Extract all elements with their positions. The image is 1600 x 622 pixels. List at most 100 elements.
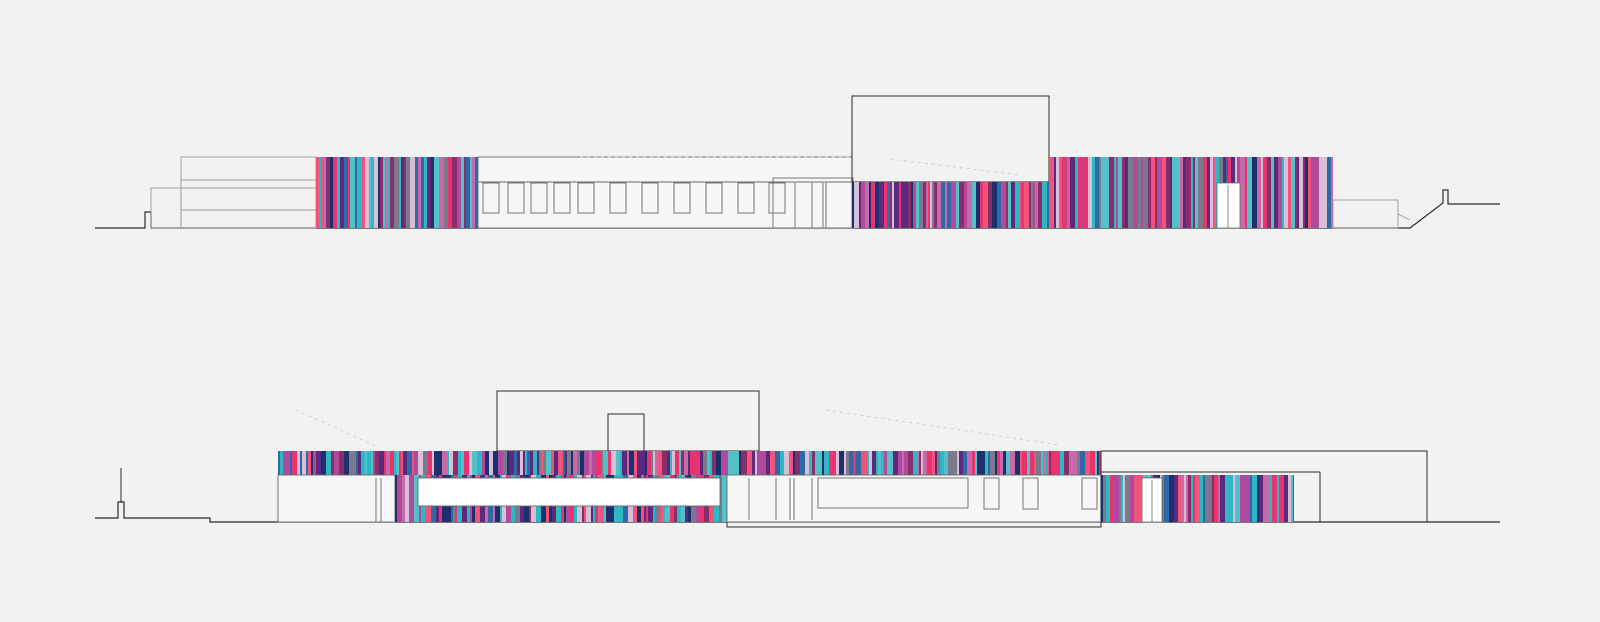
facade-stripe xyxy=(1035,182,1038,228)
facade-stripe xyxy=(1229,475,1231,522)
facade-stripe xyxy=(390,157,394,228)
facade-stripe xyxy=(461,157,464,228)
facade-stripe xyxy=(558,451,563,475)
facade-stripe xyxy=(438,451,442,475)
facade-stripe xyxy=(1101,475,1103,522)
facade-stripe xyxy=(861,451,863,475)
side-door xyxy=(1216,182,1241,229)
facade-stripe xyxy=(690,451,695,475)
facade-stripe xyxy=(418,157,421,228)
facade-stripe xyxy=(1268,475,1270,522)
facade-stripe xyxy=(1034,451,1036,475)
facade-stripe xyxy=(1175,157,1180,228)
facade-stripe xyxy=(1303,157,1305,228)
facade-stripe xyxy=(1157,157,1162,228)
facade-stripe xyxy=(728,451,731,475)
facade-stripe xyxy=(812,451,815,475)
facade-stripe xyxy=(1033,182,1035,228)
facade-stripe xyxy=(719,475,722,522)
facade-stripe xyxy=(1252,475,1257,522)
middle-wing xyxy=(477,156,853,229)
facade-stripe xyxy=(1208,475,1212,522)
facade-stripe xyxy=(1095,451,1097,475)
facade-stripe xyxy=(344,451,347,475)
facade-stripe xyxy=(921,451,923,475)
facade-stripe xyxy=(653,451,655,475)
facade-stripe xyxy=(898,451,902,475)
elevation-upper xyxy=(95,95,1500,229)
facade-stripe xyxy=(313,451,316,475)
facade-stripe xyxy=(1010,451,1015,475)
facade-stripe xyxy=(854,182,859,228)
facade-stripe xyxy=(424,157,427,228)
facade-stripe xyxy=(948,451,950,475)
facade-stripe xyxy=(1045,451,1047,475)
facade-stripe xyxy=(700,451,703,475)
facade-stripe xyxy=(554,451,558,475)
facade-stripe xyxy=(721,451,726,475)
facade-stripe xyxy=(1205,475,1208,522)
facade-stripe xyxy=(878,451,881,475)
facade-stripe xyxy=(539,451,541,475)
facade-stripe xyxy=(1263,157,1267,228)
facade-stripe xyxy=(716,451,721,475)
facade-stripe xyxy=(1286,157,1288,228)
facade-stripe xyxy=(1174,475,1178,522)
facade-stripe xyxy=(374,157,378,228)
facade-stripe xyxy=(444,157,448,228)
window xyxy=(768,182,786,214)
facade-stripe xyxy=(950,451,955,475)
middle-ground-floor xyxy=(726,474,1102,523)
facade-stripe xyxy=(1047,182,1049,228)
facade-stripe xyxy=(947,182,951,228)
facade-stripe xyxy=(1106,157,1109,228)
facade-stripe xyxy=(1106,475,1110,522)
facade-stripe xyxy=(1114,157,1116,228)
facade-stripe xyxy=(380,157,383,228)
facade-stripe xyxy=(1295,157,1297,228)
facade-stripe xyxy=(839,451,844,475)
facade-stripe xyxy=(1128,157,1133,228)
facade-stripe xyxy=(951,182,956,228)
facade-stripe xyxy=(1214,475,1218,522)
facade-stripe xyxy=(747,451,752,475)
facade-stripe xyxy=(340,157,344,228)
facade-stripe xyxy=(703,451,707,475)
facade-stripe xyxy=(923,451,927,475)
sunken-base xyxy=(726,522,1102,528)
facade-stripe xyxy=(1056,157,1059,228)
window xyxy=(673,182,691,214)
facade-stripe xyxy=(930,182,932,228)
facade-stripe xyxy=(670,451,672,475)
facade-stripe xyxy=(972,182,976,228)
facade-stripe xyxy=(472,451,477,475)
facade-stripe xyxy=(525,451,527,475)
facade-stripe xyxy=(493,451,498,475)
facade-stripe xyxy=(1164,475,1169,522)
facade-stripe xyxy=(873,182,875,228)
window xyxy=(530,182,548,214)
facade-stripe xyxy=(890,182,892,228)
facade-stripe xyxy=(541,451,544,475)
facade-stripe xyxy=(530,451,533,475)
facade-stripe xyxy=(884,451,887,475)
facade-stripe xyxy=(455,157,457,228)
facade-stripe xyxy=(1047,451,1049,475)
facade-stripe xyxy=(344,157,348,228)
facade-stripe xyxy=(371,157,374,228)
facade-stripe xyxy=(1075,157,1078,228)
facade-stripe xyxy=(926,182,928,228)
window xyxy=(737,182,755,214)
facade-stripe xyxy=(371,451,373,475)
facade-stripe xyxy=(1252,157,1257,228)
facade-stripe xyxy=(403,451,407,475)
window xyxy=(553,182,571,214)
facade-stripe xyxy=(629,451,634,475)
facade-stripe xyxy=(1020,451,1022,475)
facade-stripe xyxy=(458,451,461,475)
facade-stripe xyxy=(766,451,770,475)
facade-stripe xyxy=(634,451,637,475)
facade-stripe xyxy=(405,475,409,522)
facade-stripe xyxy=(565,451,567,475)
facade-stripe xyxy=(853,451,856,475)
